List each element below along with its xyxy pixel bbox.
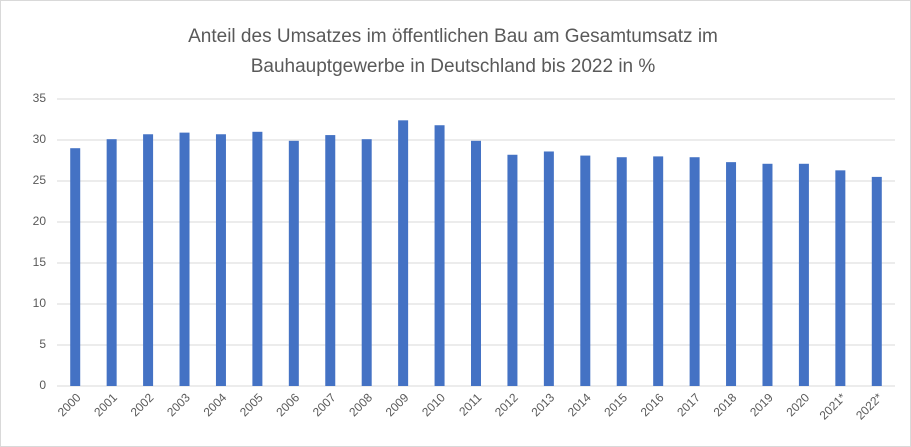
y-tick-label: 20 (33, 214, 47, 228)
chart-title: Bauhauptgewerbe in Deutschland bis 2022 … (251, 56, 656, 77)
bar (288, 140, 299, 386)
y-tick-label: 15 (33, 255, 47, 269)
y-tick-label: 35 (33, 91, 47, 105)
bar (434, 125, 445, 387)
bar (70, 148, 81, 386)
bar (835, 170, 846, 386)
bar (106, 139, 117, 386)
bar (215, 134, 226, 386)
bar (726, 162, 737, 386)
bar (798, 163, 809, 386)
bar (143, 134, 154, 386)
bar (543, 151, 554, 386)
bar (325, 135, 336, 386)
bar (252, 131, 263, 386)
y-tick-label: 0 (39, 378, 46, 392)
bar (398, 120, 409, 386)
y-tick-label: 5 (39, 337, 46, 351)
bar (179, 132, 190, 386)
bar (689, 157, 700, 386)
y-tick-label: 25 (33, 173, 47, 187)
bar (361, 139, 372, 386)
bar (871, 176, 882, 386)
bar (580, 155, 591, 386)
bar (762, 163, 773, 386)
y-tick-label: 10 (33, 296, 47, 310)
y-tick-label: 30 (33, 132, 47, 146)
chart-title: Anteil des Umsatzes im öffentlichen Bau … (188, 26, 718, 47)
bar (507, 154, 518, 386)
bar (471, 140, 481, 386)
bar (653, 156, 664, 386)
bar (616, 157, 627, 386)
